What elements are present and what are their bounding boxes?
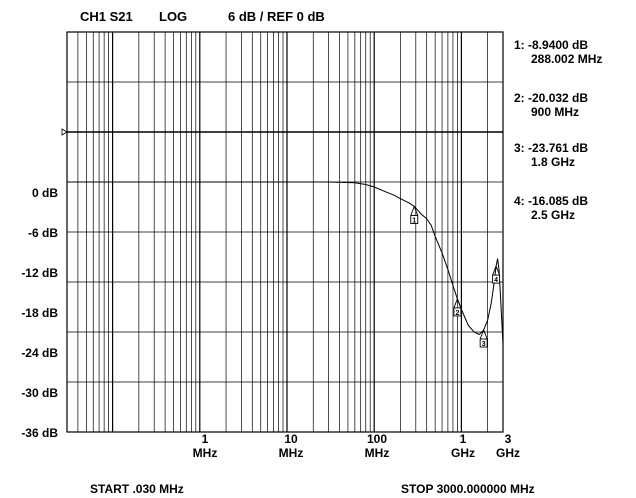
y-tick-label: -36 dB xyxy=(21,426,58,440)
x-tick-num: 100 xyxy=(366,432,388,446)
marker-freq: 900 MHz xyxy=(531,105,580,119)
start-frequency: START .030 MHz xyxy=(90,482,184,496)
marker-freq: 1.8 GHz xyxy=(531,155,576,169)
x-tick-label: 10 MHz xyxy=(261,432,321,460)
marker-triangle-icon xyxy=(492,264,501,276)
x-tick-num: 3 xyxy=(504,432,512,446)
marker-number: 2 xyxy=(455,310,459,317)
marker-readout-4: 4: -16.085 dB 2.5 GHz xyxy=(514,194,588,222)
marker-readout-1: 1: -8.9400 dB 288.002 MHz xyxy=(514,38,602,66)
marker-3-symbol: 3 xyxy=(479,328,488,348)
stop-frequency: STOP 3000.000000 MHz xyxy=(401,482,535,496)
y-tick-label: -6 dB xyxy=(28,226,58,240)
marker-label: 3: xyxy=(514,141,525,155)
marker-label: 2: xyxy=(514,91,525,105)
y-tick-label: 0 dB xyxy=(31,186,58,200)
y-tick-label: -30 dB xyxy=(21,386,58,400)
x-tick-num: 1 xyxy=(459,432,467,446)
marker-label: 1: xyxy=(514,38,525,52)
x-tick-unit: MHz xyxy=(192,446,218,460)
x-tick-unit: MHz xyxy=(278,446,304,460)
y-tick-label: -12 dB xyxy=(21,266,58,280)
grid xyxy=(61,31,504,433)
marker-readout-2: 2: -20.032 dB 900 MHz xyxy=(514,91,588,119)
x-tick-label: 100 MHz xyxy=(347,432,407,460)
marker-box-icon xyxy=(410,215,419,224)
x-tick-unit: MHz xyxy=(364,446,390,460)
x-tick-num: 1 xyxy=(201,432,209,446)
marker-number: 4 xyxy=(494,277,498,284)
marker-2-symbol: 2 xyxy=(453,297,462,317)
marker-value: -20.032 dB xyxy=(528,91,589,105)
channel-label: CH1 S21 xyxy=(80,9,133,24)
marker-box-icon xyxy=(492,274,501,284)
marker-box-icon xyxy=(453,307,462,317)
marker-readout-3: 3: -23.761 dB 1.8 GHz xyxy=(514,141,588,169)
marker-value: -23.761 dB xyxy=(528,141,589,155)
format-label: LOG xyxy=(159,9,188,24)
marker-box-icon xyxy=(479,338,488,348)
trace xyxy=(67,181,504,345)
marker-value: -8.9400 dB xyxy=(528,38,589,52)
marker-triangle-icon xyxy=(453,297,462,309)
x-tick-label: 1 GHz xyxy=(433,432,493,460)
x-tick-num: 10 xyxy=(284,432,298,446)
marker-triangle-icon xyxy=(479,328,488,340)
marker-value: -16.085 dB xyxy=(528,194,589,208)
marker-freq: 2.5 GHz xyxy=(531,208,576,222)
marker-1-symbol: 1 xyxy=(410,205,419,225)
y-tick-label: -18 dB xyxy=(21,306,58,320)
marker-freq: 288.002 MHz xyxy=(531,52,603,66)
marker-number: 3 xyxy=(482,341,486,348)
trace-line xyxy=(67,181,504,345)
scale-label: 6 dB / REF 0 dB xyxy=(228,9,325,24)
x-tick-unit: GHz xyxy=(496,446,520,460)
x-tick-label: 3 GHz xyxy=(478,432,538,460)
marker-triangle-icon xyxy=(410,205,419,216)
reference-arrow-icon xyxy=(61,128,68,136)
marker-symbols: 1 2 3 4 xyxy=(410,205,501,348)
marker-4-symbol: 4 xyxy=(492,264,501,284)
x-tick-label: 1 MHz xyxy=(175,432,235,460)
marker-number: 1 xyxy=(412,218,416,225)
marker-label: 4: xyxy=(514,194,525,208)
x-tick-unit: GHz xyxy=(451,446,475,460)
y-tick-label: -24 dB xyxy=(21,346,58,360)
